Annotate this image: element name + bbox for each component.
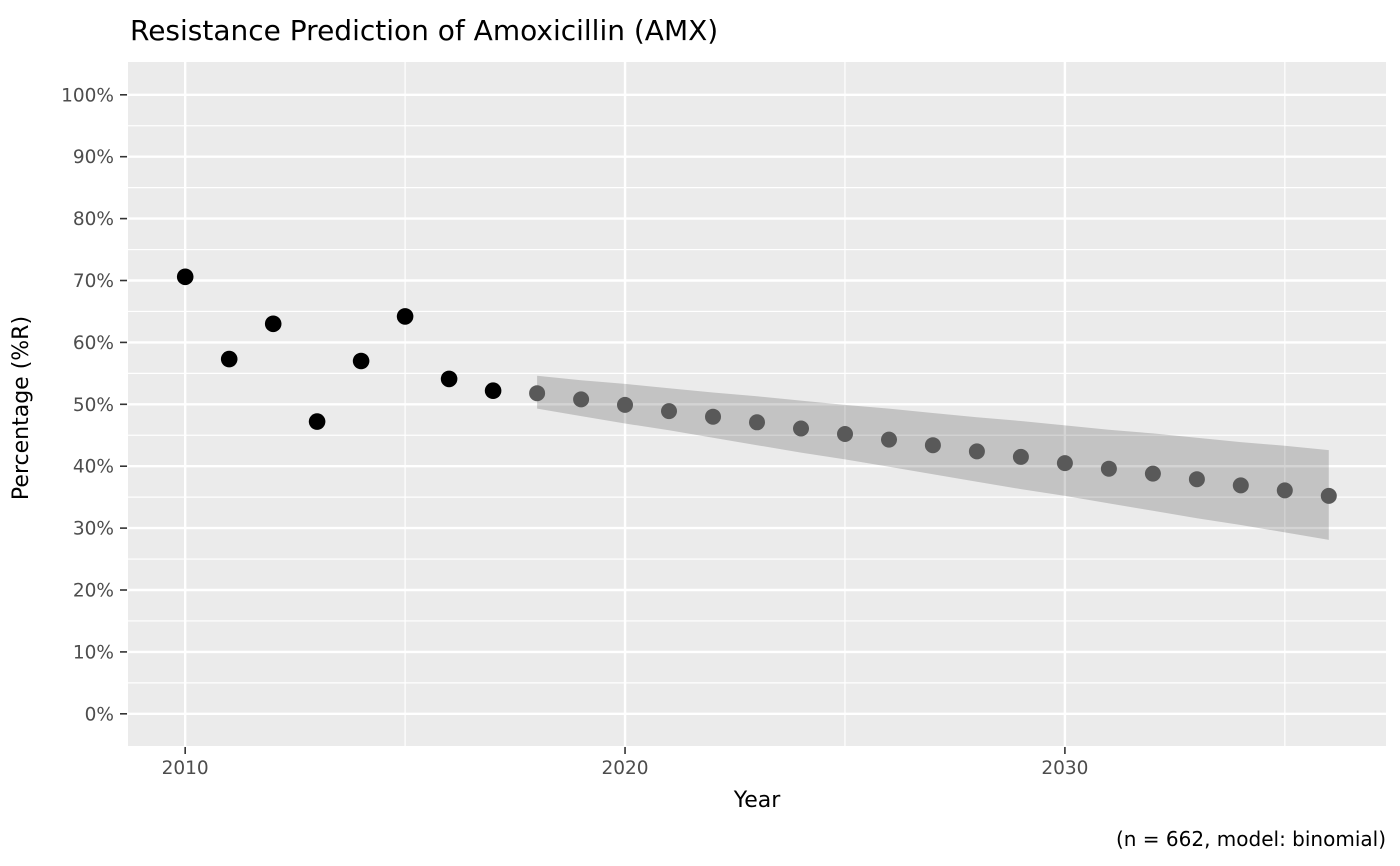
observed-data-point [484,382,502,400]
major-gridlines [128,62,1386,746]
predicted-data-point [1320,487,1337,504]
y-tick-label: 80% [73,209,114,230]
predicted-points [529,385,1337,504]
x-axis-tick-labels: 2010 2020 2030 [162,758,1089,779]
observed-data-point [264,315,282,333]
predicted-data-point [573,391,590,408]
y-tick-label: 90% [73,147,114,168]
y-tick-label: 10% [73,642,114,663]
predicted-data-point [617,396,633,413]
predicted-data-point [705,408,721,425]
y-axis-title: Percentage (%R) [9,316,34,500]
y-axis-tick-labels: 0% 10% 20% 30% 40% 50% 60% 70% 80% 90% 100% [61,85,114,725]
predicted-data-point [1056,455,1073,472]
y-tick-label: 0% [85,704,114,725]
predicted-data-point [924,437,941,454]
x-tick-label: 2020 [601,758,648,779]
predicted-data-point [881,431,897,448]
x-axis-title: Year [733,788,782,813]
confidence-interval-ribbon [537,375,1329,540]
predicted-data-point [1144,465,1161,482]
predicted-data-point [529,385,546,402]
y-tick-label: 30% [73,519,114,540]
observed-data-point [308,413,326,430]
predicted-data-point [1276,482,1293,499]
observed-data-point [176,268,194,286]
predicted-data-point [1012,448,1029,465]
predicted-data-point [837,426,853,442]
predicted-data-point [749,414,765,431]
observed-data-point [396,308,414,325]
y-tick-label: 100% [61,85,114,106]
y-tick-label: 60% [73,333,114,354]
predicted-data-point [793,420,809,437]
y-tick-label: 70% [73,271,114,292]
observed-data-point [352,352,370,370]
predicted-data-point [1232,477,1249,494]
y-tick-label: 40% [73,457,114,478]
predicted-data-point [968,443,985,460]
y-tick-label: 50% [73,395,114,416]
observed-data-point [440,370,458,388]
predicted-data-point [1188,471,1205,488]
chart-title: Resistance Prediction of Amoxicillin (AM… [130,14,718,47]
observed-data-point [220,350,238,368]
predicted-data-point [1100,460,1117,477]
y-tick-label: 20% [73,581,114,602]
y-axis-tick-marks [120,94,127,715]
x-axis-tick-marks [184,747,1066,754]
chart-caption: (n = 662, model: binomial) [1116,827,1386,851]
predicted-data-point [661,403,677,420]
x-tick-label: 2030 [1041,758,1088,779]
x-tick-label: 2010 [162,758,209,779]
observed-points [176,268,502,430]
